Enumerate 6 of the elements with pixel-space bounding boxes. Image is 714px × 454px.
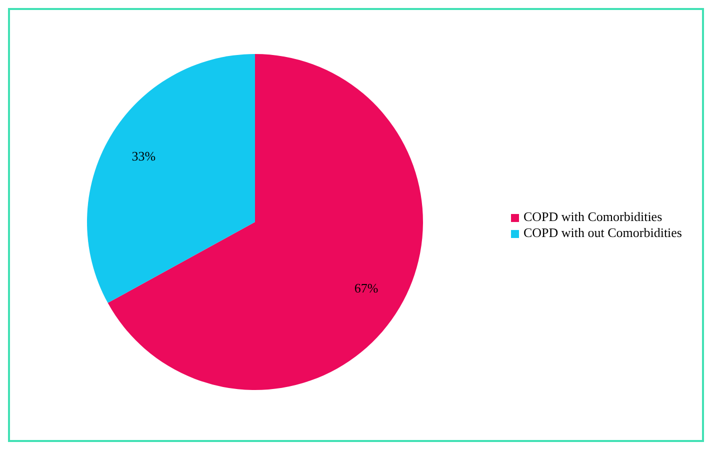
data-label: 67% <box>354 280 378 296</box>
legend-label: COPD with out Comorbidities <box>523 225 682 240</box>
pie-slice <box>108 54 423 390</box>
pie-slice <box>87 54 255 303</box>
legend-label: COPD with Comorbidities <box>523 209 662 224</box>
data-label: 33% <box>132 148 156 164</box>
